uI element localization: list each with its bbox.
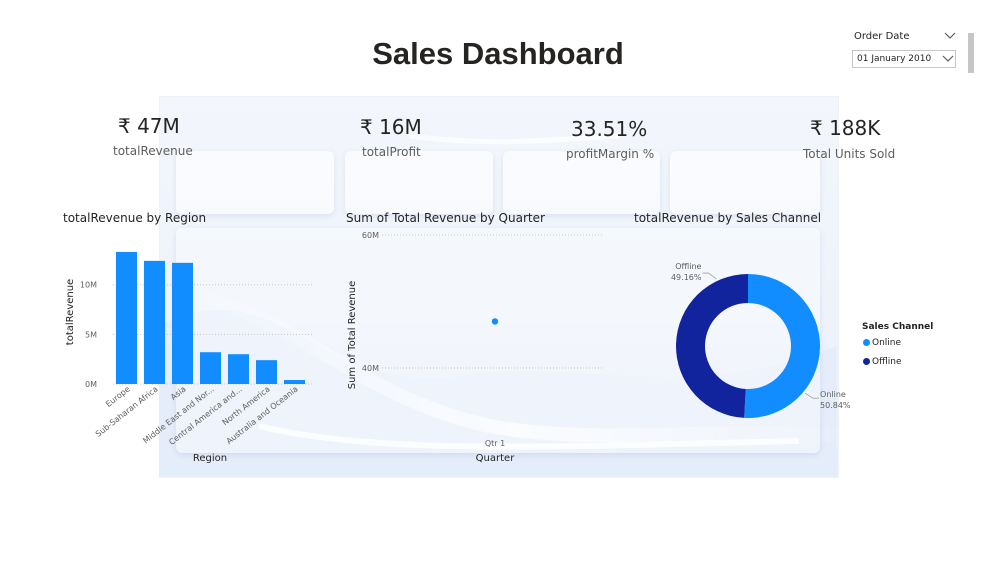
kpi-card-units xyxy=(670,151,820,214)
quarter-chart-title: Sum of Total Revenue by Quarter xyxy=(346,211,545,225)
channel-donut-chart: Online 50.84% Offline 49.16% xyxy=(671,262,851,418)
order-date-value: 01 January 2010 xyxy=(857,54,932,64)
bar-x-axis-label: Region xyxy=(193,453,227,464)
donut-slice-offline[interactable] xyxy=(676,274,748,418)
page-scrollbar[interactable] xyxy=(968,33,974,73)
scatter-y-tick-label: 40M xyxy=(362,364,379,373)
donut-leader-offline xyxy=(702,272,717,280)
kpi-card-profit xyxy=(345,151,493,214)
channel-chart-title: totalRevenue by Sales Channel xyxy=(634,211,822,225)
order-date-slicer-label: Order Date xyxy=(854,31,910,42)
bar-x-tick-label: Asia xyxy=(169,384,188,401)
bar-3[interactable] xyxy=(200,352,221,384)
legend-label-offline: Offline xyxy=(872,357,902,367)
kpi-units-value: ₹ 188K xyxy=(810,116,881,140)
kpi-units-label: Total Units Sold xyxy=(803,147,896,161)
scatter-y-axis-label: Sum of Total Revenue xyxy=(347,281,358,390)
bar-1[interactable] xyxy=(144,260,165,384)
bar-y-tick-label: 10M xyxy=(80,281,97,290)
donut-label-online: Online xyxy=(820,390,846,399)
kpi-revenue-value: ₹ 47M xyxy=(118,114,180,138)
legend-dot-online xyxy=(863,339,870,346)
donut-label-offline: Offline xyxy=(675,262,701,271)
donut-pct-online: 50.84% xyxy=(820,401,851,410)
legend-label-online: Online xyxy=(872,338,902,348)
bar-4[interactable] xyxy=(228,354,249,384)
order-date-dropdown[interactable]: 01 January 2010 xyxy=(852,50,956,68)
bar-y-axis-label: totalRevenue xyxy=(65,279,76,345)
kpi-revenue-label: totalRevenue xyxy=(113,144,193,158)
kpi-card-margin xyxy=(503,151,660,214)
scatter-y-tick-label: 60M xyxy=(362,231,379,240)
donut-slice-online[interactable] xyxy=(744,274,821,418)
scatter-point-qtr1[interactable] xyxy=(491,318,499,325)
legend-item-offline[interactable]: Offline xyxy=(863,357,902,367)
quarter-scatter-chart: 40M 60M Qtr 1 Sum of Total Revenue Quarter xyxy=(347,231,602,464)
bar-2[interactable] xyxy=(172,262,193,384)
chart-panel-quarter xyxy=(176,228,820,453)
chevron-down-icon xyxy=(942,55,954,62)
bar-0[interactable] xyxy=(116,251,137,384)
legend-dot-offline xyxy=(863,358,870,365)
scatter-x-tick-label: Qtr 1 xyxy=(485,439,505,448)
legend-title: Sales Channel xyxy=(862,322,934,332)
kpi-profit-label: totalProfit xyxy=(362,145,421,159)
region-chart-title: totalRevenue by Region xyxy=(63,211,207,225)
kpi-profit-value: ₹ 16M xyxy=(360,115,422,139)
scatter-x-axis-label: Quarter xyxy=(476,453,516,464)
background-swirl xyxy=(159,133,837,476)
kpi-margin-value: 33.51% xyxy=(571,117,648,141)
bar-y-tick-label: 0M xyxy=(85,380,97,389)
slicer-collapse-chevron-icon[interactable] xyxy=(944,31,956,41)
bar-6[interactable] xyxy=(284,380,305,384)
donut-pct-offline: 49.16% xyxy=(671,273,702,282)
kpi-card-revenue xyxy=(176,151,334,214)
bar-y-tick-label: 5M xyxy=(85,330,97,339)
donut-leader-online xyxy=(804,392,820,399)
legend-item-online[interactable]: Online xyxy=(863,338,901,348)
bar-5[interactable] xyxy=(256,360,277,384)
kpi-margin-label: profitMargin % xyxy=(566,147,655,161)
page-title: Sales Dashboard xyxy=(372,36,624,71)
